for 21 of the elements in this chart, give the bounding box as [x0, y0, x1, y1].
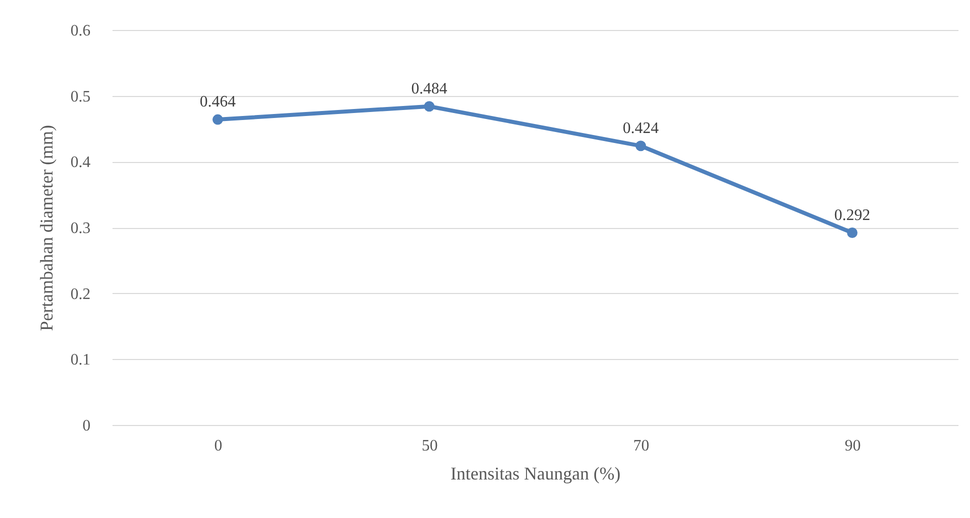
- y-tick-label: 0.1: [70, 352, 90, 369]
- x-tick-label: 50: [422, 438, 438, 454]
- x-tick-label: 90: [844, 438, 861, 454]
- point: [212, 114, 223, 125]
- data-label: 0.424: [622, 120, 659, 137]
- y-tick-label: 0.2: [70, 286, 90, 303]
- y-tick-label: 0.4: [70, 154, 90, 172]
- y-tick-label: 0.3: [70, 220, 90, 237]
- data-label: 0.464: [200, 94, 236, 111]
- x-axis-title: Intensitas Naungan (%): [450, 464, 620, 484]
- y-tick-label: 0.5: [70, 88, 90, 106]
- data-label: 0.484: [411, 80, 448, 98]
- y-tick-label: 0.6: [70, 22, 90, 40]
- y-axis-title: Pertambahan diameter (mm): [36, 125, 56, 331]
- x-tick-label: 0: [214, 438, 222, 454]
- data-label: 0.292: [834, 206, 870, 224]
- point: [424, 101, 434, 112]
- x-tick-label: 70: [633, 438, 650, 454]
- point: [847, 228, 858, 238]
- point: [636, 140, 646, 152]
- y-tick-label: 0: [82, 418, 90, 434]
